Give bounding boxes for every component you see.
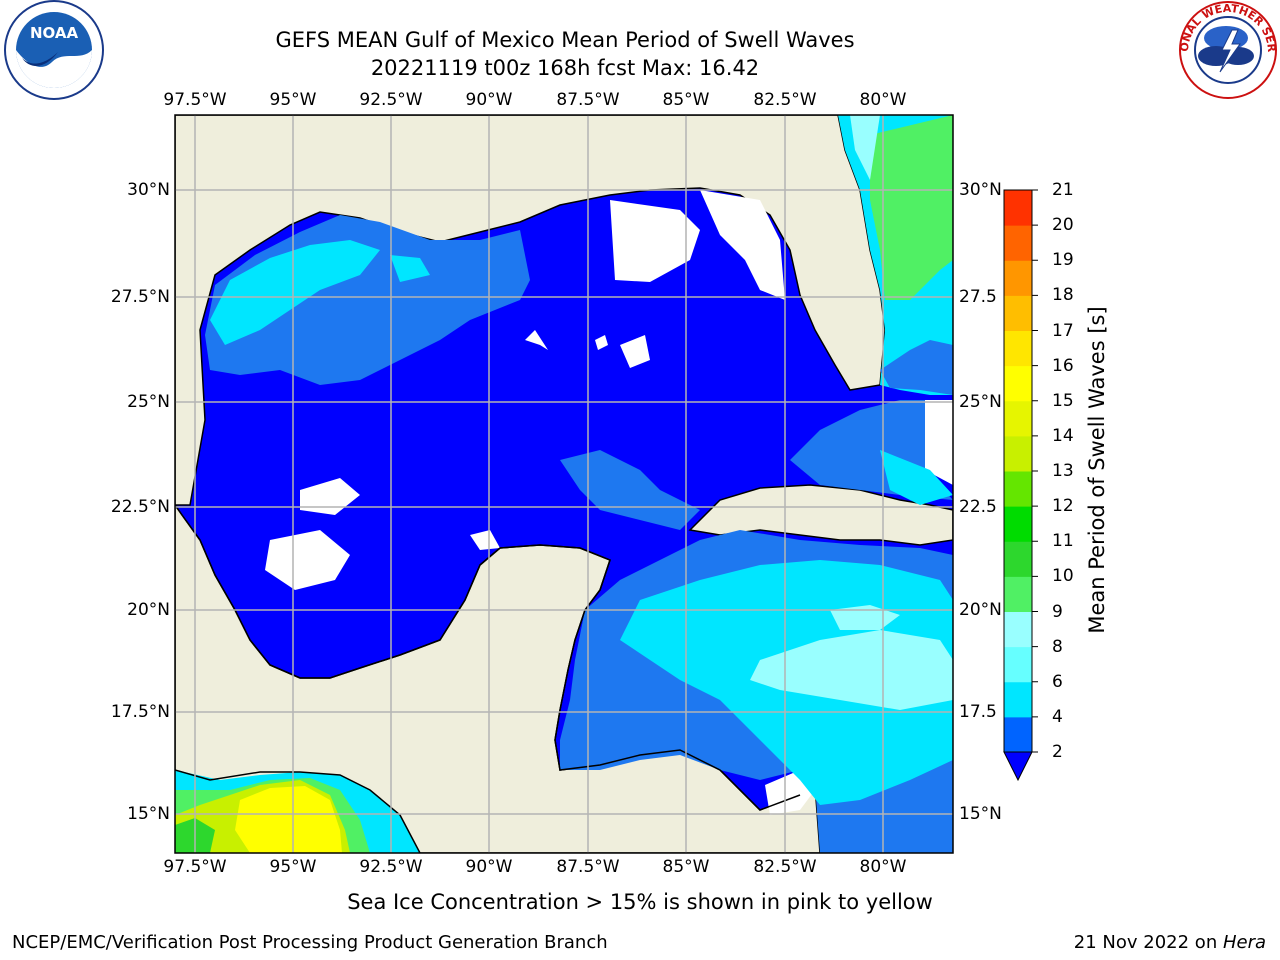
lon-tick-bottom: 82.5°W: [753, 857, 817, 877]
lon-tick-top: 92.5°W: [359, 90, 423, 110]
lat-tick-left: 25°N: [127, 392, 170, 412]
colorbar-tick-label: 14: [1052, 425, 1074, 446]
colorbar-segment: [1004, 225, 1032, 261]
lat-tick-right: 15°N: [959, 804, 1002, 824]
colorbar-tick-label: 15: [1052, 390, 1074, 411]
lon-tick-bottom: 85°W: [662, 857, 710, 877]
footer-date-text: 21 Nov 2022 on: [1073, 932, 1223, 953]
colorbar-segment: [1004, 681, 1032, 718]
lon-tick-top: 85°W: [662, 90, 710, 110]
lon-tick-top: 80°W: [859, 90, 907, 110]
footer-host: Hera: [1222, 932, 1266, 953]
lon-tick-top: 90°W: [465, 90, 513, 110]
colorbar-tick-label: 20: [1052, 215, 1074, 236]
colorbar-tick-label: 12: [1052, 496, 1074, 517]
ocean-pacific-yellow: [235, 786, 342, 853]
lat-tick-left: 22.5°N: [110, 497, 170, 517]
colorbar-segment: [1004, 646, 1032, 683]
lon-tick-bottom: 97.5°W: [163, 857, 227, 877]
ocean-atlantic-green: [870, 115, 953, 300]
ocean-mid-center: [560, 450, 700, 530]
lat-tick-left: 17.5°N: [110, 702, 170, 722]
colorbar-segment: [1004, 716, 1032, 753]
lon-tick-top: 82.5°W: [753, 90, 817, 110]
lat-tick-right: 17.5: [959, 702, 997, 722]
colorbar-tick-label: 19: [1052, 250, 1074, 271]
colorbar-tick-label: 13: [1052, 461, 1074, 481]
lat-tick-right: 25°N: [959, 392, 1002, 412]
land-masses: [175, 115, 953, 853]
map-grid: [175, 115, 953, 853]
colorbar-segment: [1004, 506, 1032, 542]
lon-tick-top: 97.5°W: [163, 90, 227, 110]
colorbar-tick-label: 6: [1052, 671, 1063, 692]
colorbar-segment: [1004, 190, 1032, 226]
lat-tick-right: 27.5: [959, 287, 997, 307]
map-frame: [174, 114, 954, 854]
lon-tick-bottom: 87.5°W: [556, 857, 620, 877]
noaa-logo: NOAA: [4, 0, 104, 100]
lat-tick-right: 22.5: [959, 497, 997, 517]
colorbar-segment: [1004, 295, 1032, 331]
colorbar-segment: [1004, 365, 1032, 402]
lat-tick-left: 27.5°N: [110, 287, 170, 307]
footer-date: 21 Nov 2022 on Hera: [1074, 932, 1266, 953]
colorbar-tick-label: 21: [1052, 180, 1074, 200]
lon-tick-bottom: 92.5°W: [359, 857, 423, 877]
colorbar-tick-label: 18: [1052, 285, 1074, 306]
lon-tick-bottom: 95°W: [269, 857, 317, 877]
footer-credit: NCEP/EMC/Verification Post Processing Pr…: [12, 932, 608, 953]
colorbar-tick-label: 10: [1052, 566, 1074, 587]
lon-tick-bottom: 80°W: [859, 857, 907, 877]
nws-logo: NATIONAL WEATHER SERVICE: [1176, 0, 1278, 99]
colorbar-tick-label: 11: [1052, 531, 1074, 552]
sea-ice-note: Sea Ice Concentration > 15% is shown in …: [347, 890, 933, 914]
lat-tick-right: 30°N: [959, 180, 1002, 200]
chart-subtitle: 20221119 t00z 168h fcst Max: 16.42: [370, 56, 760, 80]
colorbar-segment: [1004, 330, 1032, 367]
lon-tick-bottom: 90°W: [465, 857, 513, 877]
colorbar-extend-arrow: [1003, 751, 1033, 782]
colorbar-tick-label: 2: [1052, 742, 1063, 762]
colorbar-tick-label: 17: [1052, 320, 1074, 341]
lat-tick-right: 20°N: [959, 600, 1002, 620]
colorbar-segment: [1004, 400, 1032, 437]
colorbar-tick-label: 4: [1052, 706, 1063, 727]
lat-tick-left: 20°N: [127, 600, 170, 620]
no-data-areas: [265, 190, 953, 815]
colorbar: [1003, 189, 1038, 782]
colorbar-segment: [1004, 611, 1032, 648]
lon-tick-top: 87.5°W: [556, 90, 620, 110]
noaa-logo-text: NOAA: [30, 24, 79, 42]
colorbar-tick-label: 16: [1052, 355, 1074, 376]
colorbar-segment: [1004, 260, 1032, 296]
lon-tick-top: 95°W: [269, 90, 317, 110]
colorbar-segment: [1004, 541, 1032, 577]
map-plot-area: [175, 115, 953, 853]
colorbar-segment: [1004, 471, 1032, 507]
colorbar-tick-label: 8: [1052, 636, 1063, 657]
colorbar-segment: [1004, 576, 1032, 612]
lat-tick-left: 15°N: [127, 804, 170, 824]
chart-title: GEFS MEAN Gulf of Mexico Mean Period of …: [275, 28, 855, 52]
colorbar-segment: [1004, 435, 1032, 472]
colorbar-tick-label: 9: [1052, 601, 1063, 622]
ocean-caribbean-lightcyan: [750, 630, 953, 710]
lat-tick-left: 30°N: [127, 180, 170, 200]
ocean-cyan-north: [210, 240, 380, 345]
colorbar-label: Mean Period of Swell Waves [s]: [1085, 306, 1109, 634]
